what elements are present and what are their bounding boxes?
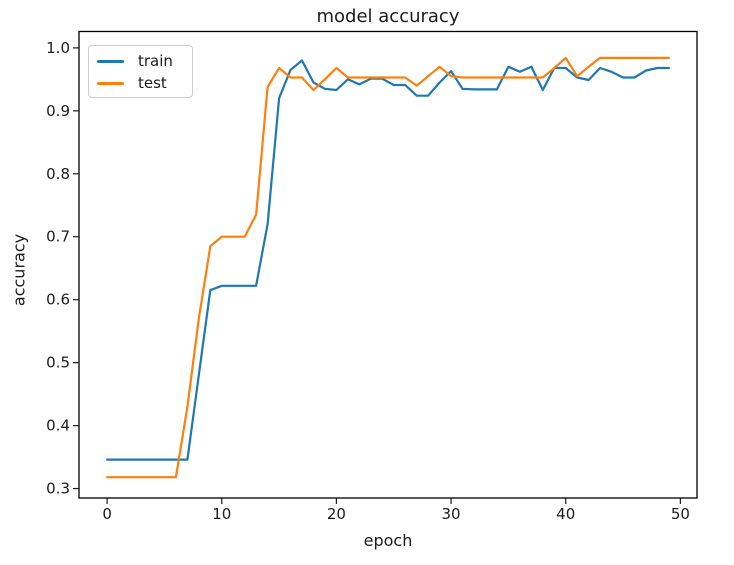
- x-tick-label: 20: [327, 505, 346, 523]
- test-line: [105, 56, 671, 479]
- x-tick-label: 0: [102, 505, 112, 523]
- y-tick-label: 0.5: [46, 354, 70, 372]
- legend-item-test: test: [97, 73, 192, 94]
- legend-item-train: train: [97, 51, 192, 72]
- x-tick-label: 40: [556, 505, 575, 523]
- y-tick-label: 0.3: [46, 480, 70, 498]
- chart-title: model accuracy: [316, 6, 460, 27]
- plot-border: [78, 30, 698, 499]
- train-line: [105, 59, 671, 461]
- legend-label-test: test: [138, 74, 167, 92]
- x-tick-label: 30: [442, 505, 461, 523]
- test-line-swatch: [97, 82, 124, 85]
- y-tick-label: 0.6: [46, 291, 70, 309]
- y-tick-label: 0.7: [46, 228, 70, 246]
- y-tick-label: 1.0: [46, 39, 70, 57]
- x-axis-label: epoch: [363, 531, 413, 550]
- legend: train test: [88, 45, 193, 98]
- x-tick-label: 10: [212, 505, 231, 523]
- legend-label-train: train: [138, 52, 173, 70]
- train-line-swatch: [97, 60, 124, 63]
- y-tick-label: 0.8: [46, 165, 70, 183]
- y-tick-label: 0.4: [46, 417, 70, 435]
- y-axis-label: accuracy: [9, 233, 29, 307]
- y-tick-label: 0.9: [46, 102, 70, 120]
- x-tick-label: 50: [671, 505, 690, 523]
